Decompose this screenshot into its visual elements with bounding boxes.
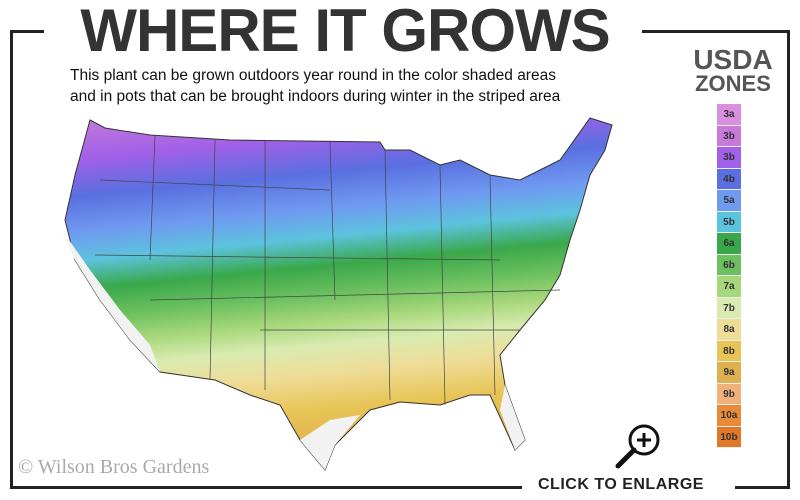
page-title: WHERE IT GROWS xyxy=(80,0,610,64)
legend-zone-6b: 6b xyxy=(717,254,741,276)
click-to-enlarge-link[interactable]: CLICK TO ENLARGE xyxy=(538,476,704,493)
legend-zone-8a: 8a xyxy=(717,319,741,341)
state-borders xyxy=(94,134,561,406)
zoom-in-icon[interactable] xyxy=(612,422,664,474)
copyright-watermark: © Wilson Bros Gardens xyxy=(18,456,210,478)
legend-zone-9a: 9a xyxy=(717,362,741,384)
frame-line xyxy=(10,486,522,489)
legend-zone-7b: 7b xyxy=(717,297,741,319)
legend-zone-5b: 5b xyxy=(717,211,741,233)
striped-area-gulf xyxy=(300,385,525,470)
striped-area-west-coast xyxy=(62,230,160,372)
legend-zone-7a: 7a xyxy=(717,276,741,298)
frame-line xyxy=(10,30,13,488)
legend-title: USDA ZONES xyxy=(680,44,786,96)
zone-legend: 3a 3b 3b 4b 5a 5b 6a 6b 7a 7b 8a 8b 9a 9b 10a 10b xyxy=(717,104,741,448)
legend-zone-9b: 9b xyxy=(717,383,741,405)
legend-zone-3b: 3b xyxy=(717,147,741,169)
frame-line xyxy=(735,486,790,489)
legend-title-line2: ZONES xyxy=(695,71,771,96)
legend-zone-3a: 3a xyxy=(717,104,741,126)
subtitle-line-1: This plant can be grown outdoors year ro… xyxy=(70,67,556,84)
legend-title-line1: USDA xyxy=(693,44,773,75)
legend-zone-10a: 10a xyxy=(717,405,741,427)
legend-zone-4b: 4b xyxy=(717,168,741,190)
legend-zone-6a: 6a xyxy=(717,233,741,255)
frame-line xyxy=(10,30,44,33)
frame-line xyxy=(642,30,790,33)
legend-zone-3b: 3b xyxy=(717,125,741,147)
legend-zone-5a: 5a xyxy=(717,190,741,212)
subtitle-line-2: and in pots that can be brought indoors … xyxy=(70,88,561,105)
legend-zone-10b: 10b xyxy=(717,426,741,448)
us-map-shape xyxy=(64,117,613,471)
legend-zone-8b: 8b xyxy=(717,340,741,362)
frame-line xyxy=(787,30,790,488)
